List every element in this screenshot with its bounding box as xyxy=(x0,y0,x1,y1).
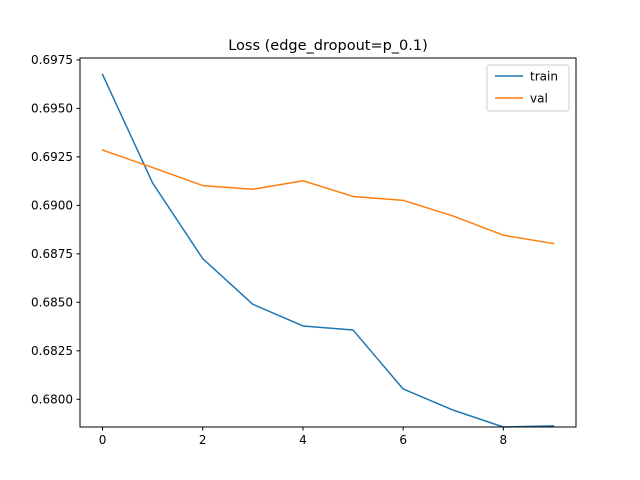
x-tick-label: 4 xyxy=(299,433,307,447)
y-tick-label: 0.6950 xyxy=(31,101,73,115)
plot-area-frame xyxy=(79,57,577,428)
legend-label-train: train xyxy=(530,70,558,84)
y-tick-label: 0.6800 xyxy=(31,392,73,406)
series-line-val xyxy=(101,149,555,245)
legend-label-val: val xyxy=(530,92,548,106)
axis-ticks: 0 2 4 6 8 0.6800 0.6825 0.6850 0.6875 0.6900 0.692… xyxy=(31,53,507,447)
legend: train val xyxy=(486,64,570,112)
y-tick-label: 0.6825 xyxy=(31,344,73,358)
y-tick-label: 0.6900 xyxy=(31,198,73,212)
x-tick-label: 0 xyxy=(99,433,107,447)
y-tick-label: 0.6925 xyxy=(31,150,73,164)
chart-title: Loss (edge_dropout=p_0.1) xyxy=(228,38,428,54)
series-line-train xyxy=(101,73,555,428)
plot-series xyxy=(101,73,555,428)
y-tick-label: 0.6875 xyxy=(31,247,73,261)
y-tick-label: 0.6850 xyxy=(31,295,73,309)
x-tick-label: 8 xyxy=(500,433,508,447)
x-tick-label: 2 xyxy=(199,433,207,447)
y-tick-label: 0.6975 xyxy=(31,53,73,67)
x-tick-label: 6 xyxy=(399,433,407,447)
